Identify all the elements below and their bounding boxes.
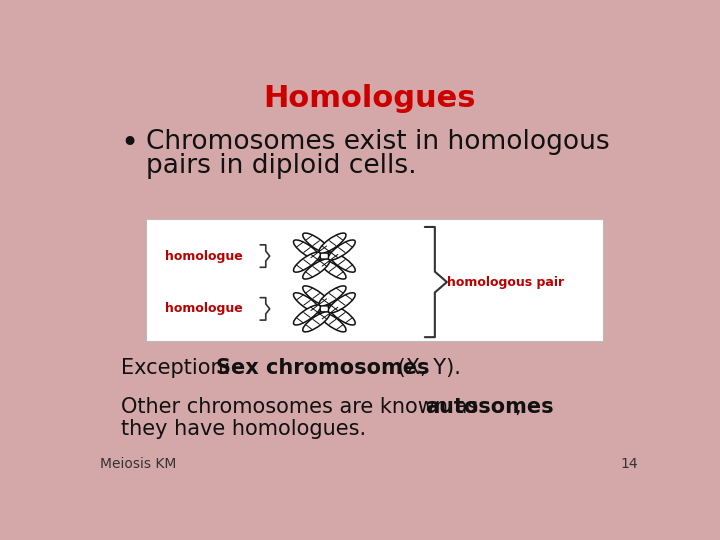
Text: autosomes: autosomes: [425, 397, 554, 417]
Ellipse shape: [302, 286, 330, 306]
FancyBboxPatch shape: [145, 219, 603, 341]
Text: Meiosis KM: Meiosis KM: [100, 457, 176, 471]
Text: •: •: [121, 129, 139, 158]
Text: Chromosomes exist in homologous: Chromosomes exist in homologous: [145, 129, 609, 155]
Ellipse shape: [294, 305, 320, 325]
Ellipse shape: [319, 233, 346, 253]
Text: homologue: homologue: [166, 249, 243, 262]
Text: 14: 14: [621, 457, 638, 471]
Ellipse shape: [319, 286, 346, 306]
Ellipse shape: [302, 259, 330, 279]
Text: Other chromosomes are known as: Other chromosomes are known as: [121, 397, 485, 417]
Text: Sex chromosomes: Sex chromosomes: [215, 358, 429, 378]
Ellipse shape: [328, 252, 355, 272]
Text: Homologues: Homologues: [263, 84, 475, 112]
Ellipse shape: [294, 240, 320, 260]
Ellipse shape: [302, 312, 330, 332]
Text: ,: ,: [514, 397, 521, 417]
Ellipse shape: [328, 293, 355, 313]
Text: homologous pair: homologous pair: [447, 275, 564, 288]
Text: they have homologues.: they have homologues.: [121, 419, 366, 439]
Ellipse shape: [319, 259, 346, 279]
Text: Exception:: Exception:: [121, 358, 237, 378]
Text: pairs in diploid cells.: pairs in diploid cells.: [145, 153, 416, 179]
Ellipse shape: [319, 312, 346, 332]
Ellipse shape: [294, 293, 320, 313]
Ellipse shape: [328, 305, 355, 325]
Text: (X, Y).: (X, Y).: [392, 358, 462, 378]
Ellipse shape: [294, 252, 320, 272]
Text: homologue: homologue: [166, 302, 243, 315]
Ellipse shape: [328, 240, 355, 260]
Ellipse shape: [302, 233, 330, 253]
